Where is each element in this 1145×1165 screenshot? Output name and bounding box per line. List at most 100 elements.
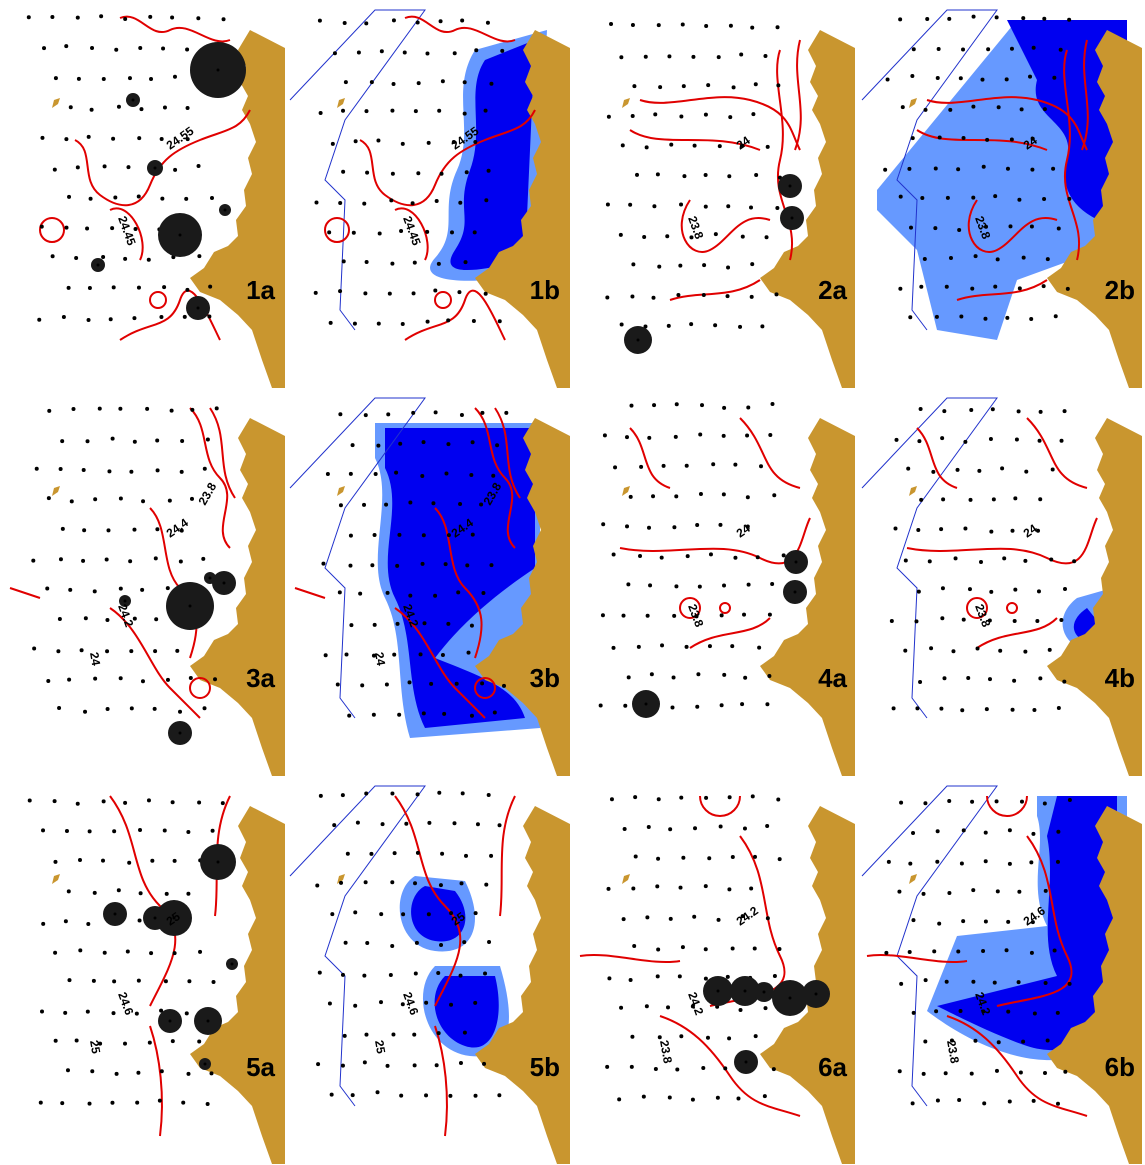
station-dot (923, 978, 928, 983)
station-dot (695, 704, 700, 709)
station-dot (363, 413, 368, 418)
bubble-center (794, 560, 798, 564)
station-dot (740, 234, 745, 239)
station-grid (605, 794, 782, 1102)
station-dot (180, 439, 185, 444)
station-dot (970, 799, 975, 804)
station-dot (1030, 136, 1035, 141)
station-dot (75, 15, 80, 20)
station-dot (716, 55, 721, 60)
station-dot (935, 859, 940, 864)
station-dot (679, 1034, 684, 1039)
station-dot (679, 114, 684, 119)
station-dot (132, 527, 137, 532)
station-dot (986, 47, 991, 52)
station-dot (947, 890, 952, 895)
station-dot (75, 801, 80, 806)
station-dot (60, 526, 65, 531)
station-dot (703, 976, 708, 981)
station-dot (202, 466, 207, 471)
station-dot (1063, 586, 1068, 591)
station-dot (188, 676, 193, 681)
station-dot (943, 1071, 948, 1076)
station-dot (674, 494, 679, 499)
station-dot (63, 1010, 68, 1015)
station-dot (973, 1038, 978, 1043)
station-dot (438, 883, 443, 888)
station-dot (165, 586, 170, 591)
station-dot (372, 622, 377, 627)
station-dot (53, 76, 58, 81)
station-dot (155, 468, 160, 473)
station-dot (693, 826, 698, 831)
isoline-group (294, 407, 521, 719)
station-dot (433, 410, 438, 415)
station-dot (963, 526, 968, 531)
isoline (794, 39, 802, 151)
station-dot (959, 861, 964, 866)
station-dot (110, 1100, 115, 1105)
isoline-group (866, 795, 1088, 1117)
station-dot (170, 800, 175, 805)
isoline-group (9, 407, 236, 719)
station-dot (162, 285, 167, 290)
station-dot (948, 255, 953, 260)
station-dot (332, 51, 337, 56)
station-dot (67, 194, 72, 199)
station-dot (501, 683, 506, 688)
isoline-label: 24 (1021, 521, 1040, 540)
station-dot (667, 1095, 672, 1100)
isoline (679, 597, 702, 619)
islet (337, 874, 345, 884)
station-dot (172, 858, 177, 863)
station-dot (957, 1098, 962, 1103)
station-dot (462, 1030, 467, 1035)
station-dot (733, 462, 738, 467)
station-dot (118, 496, 123, 501)
station-dot (971, 979, 976, 984)
station-dot (993, 194, 998, 199)
station-dot (472, 230, 477, 235)
station-dot (725, 294, 730, 299)
station-dot (1019, 107, 1024, 112)
station-dot (661, 463, 666, 468)
station-dot (606, 114, 611, 119)
station-dot (1038, 676, 1043, 681)
islet (337, 486, 345, 496)
station-dot (919, 284, 924, 289)
station-dot (364, 791, 369, 796)
station-dot (426, 140, 431, 145)
station-dot (436, 1031, 441, 1036)
bubble-center (196, 306, 200, 310)
coastline-land (475, 418, 570, 776)
station-dot (927, 559, 932, 564)
station-grid (313, 18, 505, 326)
station-dot (646, 824, 651, 829)
station-dot (1024, 469, 1029, 474)
station-dot (214, 406, 219, 411)
station-dot (1049, 557, 1054, 562)
station-dot (651, 295, 656, 300)
station-dot (740, 702, 745, 707)
station-dot (994, 15, 999, 20)
station-dot (1028, 74, 1033, 79)
station-dot (621, 917, 626, 922)
station-dot (391, 18, 396, 23)
isoline (1063, 49, 1080, 261)
station-dot (680, 22, 685, 27)
station-dot (750, 25, 755, 30)
isoline-label: 23.8 (195, 480, 219, 508)
station-dot (118, 676, 123, 681)
station-dot (987, 618, 992, 623)
station-dot (148, 14, 153, 19)
station-dot (1031, 831, 1036, 836)
station-dot (678, 885, 683, 890)
station-dot (185, 47, 190, 52)
station-dot (340, 972, 345, 977)
station-dot (318, 793, 323, 798)
station-dot (61, 314, 66, 319)
station-dot (146, 798, 151, 803)
station-dot (652, 204, 657, 209)
station-dot (764, 235, 769, 240)
station-dot (75, 165, 80, 170)
